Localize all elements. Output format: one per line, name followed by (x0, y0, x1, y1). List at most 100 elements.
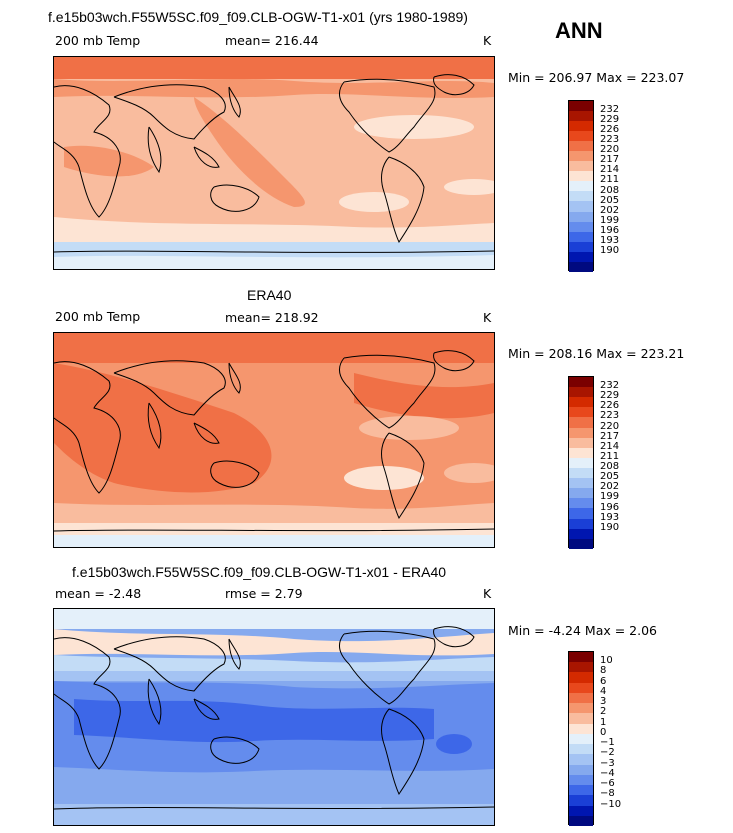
panel1-colorbar-swatch (569, 231, 593, 242)
panel1-colorbar-tick-label: 232 (600, 104, 620, 116)
panel2-colorbar-tick-label: 208 (600, 461, 620, 473)
panel3-colorbar-tick-label: −2 (600, 747, 615, 759)
panel1-colorbar-tick-label: 211 (600, 174, 620, 186)
panel2-colorbar-swatch (569, 488, 593, 499)
panel3-rmse-label: rmse = 2.79 (225, 586, 303, 601)
panel1-colorbar-swatch (569, 161, 593, 172)
panel3-units: K (483, 586, 492, 601)
panel2-colorbar-tick-label: 196 (600, 501, 620, 513)
panel3-colorbar-swatch (569, 672, 593, 683)
panel3-colorbar-tick-label: −8 (600, 788, 615, 800)
panel3-colorbar-tick-label: 3 (600, 696, 607, 708)
panel1-colorbar-tick-label: 220 (600, 144, 620, 156)
panel1-colorbar-tick-label: 223 (600, 134, 620, 146)
panel2-map (53, 332, 495, 548)
panel2-colorbar-swatch (569, 528, 593, 539)
panel2-colorbar-tick-label: 205 (600, 471, 620, 483)
panel2-colorbar-tick-label: 232 (600, 380, 620, 392)
panel2-colorbar-tick-label: 190 (600, 521, 620, 533)
panel3-colorbar-swatch (569, 703, 593, 714)
panel2-title: ERA40 (247, 287, 292, 303)
panel3-colorbar-tick-label: 2 (600, 706, 607, 718)
panel2-colorbar-swatch (569, 518, 593, 529)
panel1-colorbar-swatch (569, 241, 593, 252)
panel2-colorbar-swatch (569, 538, 593, 549)
panel3-colorbar-swatch (569, 774, 593, 786)
panel1-title: f.e15b03wch.F55W5SC.f09_f09.CLB-OGW-T1-x… (48, 9, 468, 25)
panel1-units: K (483, 33, 492, 48)
panel2-colorbar-tick-label: 223 (600, 410, 620, 422)
panel2-minmax: Min = 208.16 Max = 223.21 (508, 346, 685, 361)
panel1-colorbar-tick-label: 217 (600, 154, 620, 166)
panel1-colorbar-tick-label: 229 (600, 114, 620, 126)
panel2-colorbar-tick-label: 199 (600, 491, 620, 503)
panel3-colorbar-swatch (569, 754, 593, 765)
panel3-colorbar-swatch (569, 815, 593, 826)
panel3-colorbar-tick-label: −1 (600, 737, 615, 749)
panel3-colorbar-tick-label: 4 (600, 685, 607, 697)
panel3-colorbar-swatch (569, 795, 593, 806)
panel1-colorbar-tick-label: 214 (600, 164, 620, 176)
panel2-variable-label: 200 mb Temp (55, 309, 141, 324)
panel2-mean-label: mean= 218.92 (225, 310, 319, 325)
panel2-colorbar-swatch (569, 397, 593, 408)
panel1-colorbar-swatch (569, 181, 593, 192)
panel2-colorbar-swatch (569, 437, 593, 448)
panel2-colorbar-swatch (569, 417, 593, 428)
panel3-colorbar-tick-label: 0 (600, 726, 607, 738)
panel2-colorbar-swatch (569, 467, 593, 479)
panel3-colorbar-tick-label: −4 (600, 767, 615, 779)
panel2-colorbar-swatch (569, 457, 593, 468)
panel2-colorbar-swatch (569, 387, 593, 398)
panel2-colorbar-swatch (569, 407, 593, 418)
panel3-colorbar-tick-label: −6 (600, 778, 615, 790)
panel3-colorbar-swatch (569, 713, 593, 724)
panel1-map (53, 56, 495, 270)
panel2-colorbar-tick-label: 220 (600, 420, 620, 432)
panel3-colorbar-tick-label: 1 (600, 716, 607, 728)
panel2-colorbar-tick-label: 226 (600, 400, 620, 412)
panel2-colorbar-tick-label: 202 (600, 481, 620, 493)
panel2-colorbar-swatch (569, 427, 593, 438)
panel3-colorbar-swatch (569, 733, 593, 745)
panel1-colorbar-tick-label: 190 (600, 244, 620, 256)
panel1-colorbar-swatch (569, 201, 593, 212)
panel2-colorbar-swatch (569, 377, 593, 388)
panel2-units: K (483, 310, 492, 325)
panel3-colorbar-swatch (569, 764, 593, 775)
panel1-variable-label: 200 mb Temp (55, 33, 141, 48)
panel3-colorbar-swatch (569, 682, 593, 693)
panel1-colorbar-tick-label: 193 (600, 234, 620, 246)
panel1-colorbar-swatch (569, 251, 593, 262)
panel1-colorbar-swatch (569, 141, 593, 152)
panel1-colorbar-swatch (569, 211, 593, 222)
panel3-colorbar-swatch (569, 744, 593, 755)
panel3-colorbar (568, 651, 594, 826)
panel1-colorbar-tick-label: 205 (600, 194, 620, 206)
panel3-colorbar-swatch (569, 805, 593, 816)
panel2-colorbar-swatch (569, 508, 593, 519)
panel3-colorbar-swatch (569, 662, 593, 673)
season-label: ANN (555, 18, 603, 43)
panel3-colorbar-tick-label: 10 (600, 655, 613, 667)
panel1-colorbar-tick-label: 208 (600, 184, 620, 196)
panel3-colorbar-tick-label: −10 (600, 798, 622, 810)
panel2-colorbar-tick-label: 193 (600, 511, 620, 523)
panel2-colorbar-swatch (569, 478, 593, 489)
panel1-colorbar-swatch (569, 121, 593, 132)
panel1-colorbar-tick-label: 202 (600, 204, 620, 216)
panel3-minmax: Min = -4.24 Max = 2.06 (508, 623, 658, 638)
panel2-colorbar-swatch (569, 447, 593, 458)
panel2-colorbar-tick-label: 214 (600, 440, 620, 452)
panel3-colorbar-tick-label: 6 (600, 675, 607, 687)
panel1-colorbar-tick-label: 196 (600, 224, 620, 236)
panel1-minmax: Min = 206.97 Max = 223.07 (508, 70, 685, 85)
panel1-colorbar-swatch (569, 101, 593, 112)
panel1-colorbar-swatch (569, 221, 593, 232)
panel2-colorbar-tick-label: 229 (600, 390, 620, 402)
panel1-colorbar-swatch (569, 171, 593, 182)
panel3-colorbar-swatch (569, 692, 593, 704)
panel3-mean-label: mean = -2.48 (55, 586, 142, 601)
panel3-colorbar-tick-label: 8 (600, 665, 607, 677)
panel1-colorbar (568, 100, 594, 272)
